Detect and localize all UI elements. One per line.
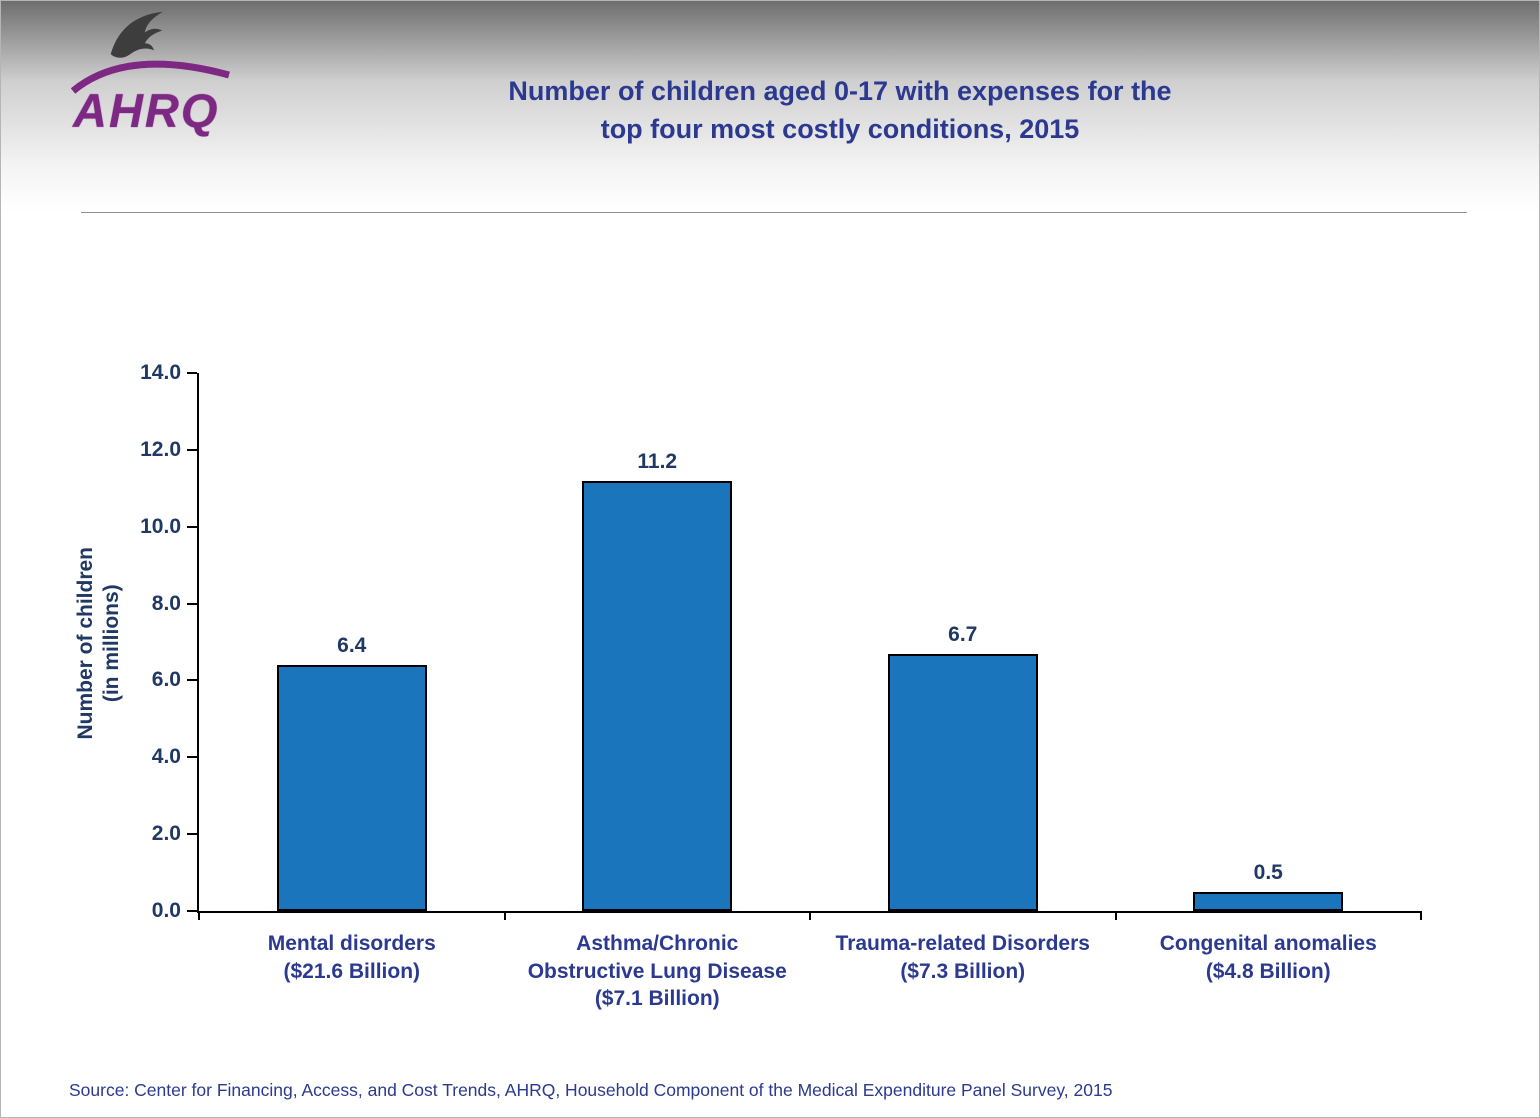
y-tick-mark: [187, 833, 197, 836]
y-tick-mark: [187, 679, 197, 682]
category-label: Asthma/Chronic Obstructive Lung Disease ($…: [505, 930, 811, 1013]
y-axis-title-line2: (in millions): [100, 584, 123, 702]
category-label: Trauma-related Disorders ($7.3 Billion): [810, 930, 1116, 1013]
y-tick-mark: [187, 525, 197, 528]
bar: [887, 653, 1038, 911]
category-label-line: ($4.8 Billion): [1205, 959, 1331, 983]
category-label-line: ($21.6 Billion): [283, 959, 421, 983]
y-tick-label: 12.0: [140, 437, 181, 461]
chart-title-line2: top four most costly conditions, 2015: [600, 113, 1080, 144]
hhs-eagle-icon: [110, 11, 163, 58]
x-tick-mark: [1114, 911, 1117, 920]
ahrq-logo-text: AHRQ: [73, 84, 220, 137]
category-label-line: Obstructive Lung Disease: [527, 959, 787, 983]
category-label-line: Mental disorders: [267, 932, 436, 955]
plot-area: 6.4 11.2 6.7 0.5: [199, 373, 1421, 911]
y-tick-label: 6.0: [151, 668, 181, 692]
category-label-line: ($7.3 Billion): [900, 959, 1026, 983]
x-axis-labels: Mental disorders ($21.6 Billion) Asthma/Ch…: [199, 930, 1421, 1013]
bar-value-label: 6.7: [948, 622, 978, 646]
x-tick-mark: [198, 911, 200, 920]
y-tick-mark: [187, 910, 197, 912]
y-tick-label: 2.0: [151, 822, 181, 846]
bar-slot: 0.5: [1116, 373, 1422, 911]
y-axis-title-text: Number of children (in millions): [73, 547, 126, 740]
chart-title-line1: Number of children aged 0-17 with expens…: [508, 76, 1172, 106]
bar-slot: 6.7: [810, 373, 1116, 911]
y-tick-label: 4.0: [151, 745, 181, 769]
bar: [582, 480, 733, 911]
y-tick-label: 8.0: [151, 591, 181, 615]
y-axis-title-line1: Number of children: [73, 546, 97, 740]
y-tick-mark: [187, 756, 197, 759]
category-label-line: Congenital anomalies: [1159, 932, 1377, 955]
bar-slot: 11.2: [505, 373, 811, 911]
logo-swoosh-icon: [71, 60, 230, 94]
bar-slot: 6.4: [199, 373, 505, 911]
bar: [1193, 891, 1344, 911]
bar-value-label: 11.2: [637, 449, 678, 473]
source-note: Source: Center for Financing, Access, an…: [69, 1080, 1113, 1100]
ahrq-logo: AHRQ: [71, 7, 251, 157]
header-divider: [81, 212, 1467, 213]
y-tick-mark: [187, 372, 197, 374]
header: [1, 1, 1539, 213]
y-tick-mark: [187, 602, 197, 605]
y-tick-mark: [187, 448, 197, 451]
category-label-line: Asthma/Chronic: [576, 932, 739, 955]
y-tick-label: 14.0: [140, 361, 181, 384]
y-tick-label: 10.0: [140, 514, 181, 538]
y-tick-label: 0.0: [151, 899, 181, 922]
x-tick-mark: [809, 911, 811, 920]
bar-value-label: 6.4: [337, 634, 367, 658]
category-label-line: Trauma-related Disorders: [835, 932, 1090, 955]
chart-title: Number of children aged 0-17 with expens…: [261, 73, 1419, 149]
category-label: Congenital anomalies ($4.8 Billion): [1116, 930, 1422, 1013]
bar: [276, 665, 427, 911]
category-label-line: ($7.1 Billion): [594, 987, 720, 1011]
bar-value-label: 0.5: [1253, 860, 1283, 884]
x-tick-mark: [1420, 911, 1422, 920]
x-tick-mark: [503, 911, 506, 920]
plot-wrap: 6.4 11.2 6.7 0.5 Mental disorders ($21.6 Bil…: [140, 361, 1422, 1010]
category-label: Mental disorders ($21.6 Billion): [199, 930, 505, 1013]
